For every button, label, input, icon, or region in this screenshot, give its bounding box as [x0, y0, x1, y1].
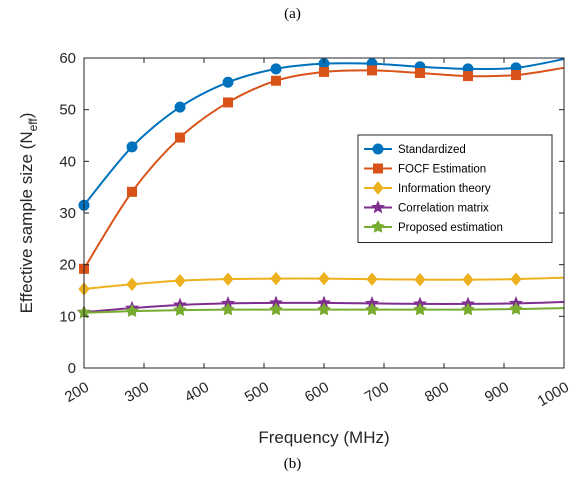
- x-tick-label: 400: [182, 379, 212, 406]
- x-tick-label: 1000: [535, 379, 572, 410]
- axes-layer: [83, 57, 565, 369]
- legend-marker: [371, 219, 385, 233]
- data-point-marker: [415, 67, 425, 78]
- data-point-marker: [509, 302, 523, 315]
- y-tick-label: 30: [59, 205, 76, 222]
- y-tick-label: 0: [68, 360, 76, 377]
- x-tick-label: 500: [242, 379, 272, 406]
- series-focf-estimation: [79, 65, 565, 274]
- legend-marker: [370, 200, 386, 214]
- y-tick-label: 60: [59, 50, 76, 67]
- data-point-marker: [366, 272, 378, 286]
- data-point-marker: [462, 272, 474, 287]
- data-point-marker: [222, 272, 234, 286]
- data-point-marker: [174, 273, 186, 288]
- data-point-marker: [413, 302, 427, 316]
- data-point-marker: [126, 277, 138, 292]
- legend: Standardized FOCF Estimation Information t…: [357, 134, 553, 243]
- data-point-marker: [365, 302, 379, 316]
- data-point-marker: [174, 101, 186, 113]
- data-point-marker: [511, 70, 521, 81]
- data-point-marker: [318, 271, 330, 286]
- y-axis-title: Effective sample size (Neff): [17, 113, 40, 314]
- y-tick-label: 10: [59, 308, 76, 325]
- legend-label: Proposed estimation: [398, 222, 503, 234]
- data-point-marker: [127, 186, 137, 197]
- data-point-marker: [463, 71, 473, 82]
- legend-entry: Proposed estimation: [364, 219, 503, 234]
- legend-marker: [373, 163, 383, 174]
- x-tick-label: 700: [362, 379, 392, 406]
- y-tick-label: 50: [59, 102, 76, 119]
- y-tick-label: 20: [59, 257, 76, 274]
- data-point-marker: [125, 304, 139, 317]
- data-point-marker: [221, 302, 235, 316]
- legend-label: Information theory: [398, 183, 491, 195]
- legend-entry: Information theory: [364, 181, 491, 195]
- legend-label: Correlation matrix: [398, 203, 489, 215]
- data-point-marker: [319, 66, 329, 77]
- data-point-marker: [223, 97, 233, 108]
- legend-label: Standardized: [398, 144, 466, 156]
- data-point-marker: [461, 302, 475, 316]
- data-point-marker: [414, 272, 426, 287]
- series-layer: [76, 58, 565, 319]
- x-tick-label: 800: [422, 379, 452, 406]
- caption-bottom: (b): [283, 456, 302, 472]
- data-point-marker: [270, 63, 282, 75]
- data-point-marker: [510, 272, 522, 286]
- data-point-marker: [173, 303, 187, 316]
- data-point-marker: [270, 271, 282, 286]
- legend-entry: FOCF Estimation: [364, 163, 486, 176]
- data-point-marker: [271, 75, 281, 86]
- data-point-marker: [126, 141, 138, 153]
- y-axis-title-close: ): [17, 113, 36, 119]
- y-axis-title-main: Effective sample size (N: [17, 131, 36, 313]
- x-tick-label: 900: [482, 379, 512, 406]
- x-axis-title: Frequency (MHz): [258, 428, 389, 447]
- x-tick-label: 600: [302, 379, 332, 406]
- data-point-marker: [367, 65, 377, 76]
- data-point-marker: [175, 132, 185, 143]
- legend-entry: Standardized: [364, 143, 466, 156]
- data-point-marker: [317, 302, 331, 316]
- y-axis-title-subscript: eff: [26, 118, 40, 132]
- caption-top: (a): [284, 6, 301, 22]
- x-tick-label: 300: [122, 379, 152, 406]
- legend-entry: Correlation matrix: [364, 200, 489, 215]
- legend-marker: [372, 181, 384, 195]
- data-point-marker: [222, 76, 234, 88]
- x-tick-label: 200: [62, 379, 92, 406]
- series-standardized: [78, 58, 565, 211]
- legend-marker: [372, 143, 384, 155]
- data-point-marker: [269, 302, 283, 316]
- y-tick-label: 40: [59, 153, 76, 170]
- legend-label: FOCF Estimation: [398, 164, 486, 176]
